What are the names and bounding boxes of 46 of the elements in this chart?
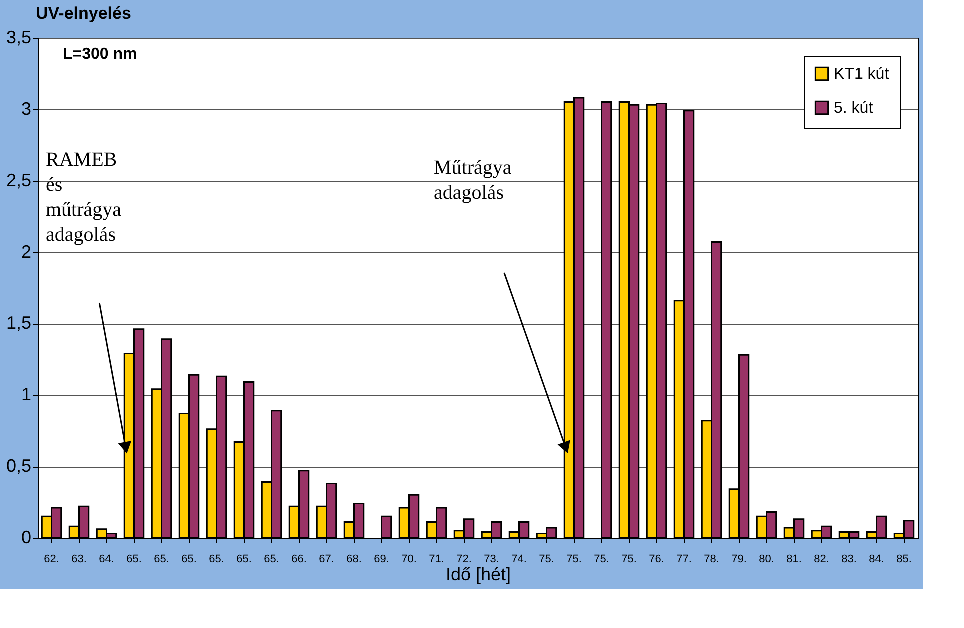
x-tick-label: 81. [786, 554, 802, 566]
x-tick-label: 80. [759, 554, 774, 566]
x-tick-label: 65. [126, 554, 142, 566]
y-tick-label: 3,5 [6, 28, 32, 48]
legend-label: KT1 kút [834, 66, 890, 83]
x-tick-label: 67. [319, 554, 334, 566]
y-tick-label: 1,5 [6, 313, 32, 334]
x-tick-label: 65. [154, 554, 170, 566]
x-tick-label: 62. [44, 554, 60, 566]
x-tick-label: 75. [594, 554, 610, 566]
x-tick-label: 78. [704, 554, 720, 566]
y-tick-label: 2 [21, 242, 32, 262]
y-tick-label: 3 [21, 98, 32, 119]
y-tick-label: 0,5 [6, 456, 32, 476]
x-tick-label: 65. [264, 554, 280, 566]
x-tick-label: 71. [429, 554, 444, 566]
x-tick-label: 70. [402, 554, 417, 566]
x-tick-label: 73. [484, 554, 500, 566]
x-tick-label: 84. [869, 554, 884, 566]
x-tick-label: 65. [209, 554, 224, 566]
x-tick-label: 64. [99, 554, 114, 566]
x-tick-label: 74. [512, 554, 527, 566]
chart-title: UV-elnyelés [36, 4, 132, 23]
x-tick-label: 79. [732, 554, 747, 566]
x-tick-label: 76. [649, 554, 664, 566]
y-tick-label: 1 [21, 384, 32, 405]
x-tick-label: 83. [842, 554, 857, 566]
x-tick-label: 69. [374, 554, 390, 566]
x-tick-label: 82. [814, 554, 830, 566]
text: L=300 nm [63, 46, 138, 63]
x-tick-label: 77. [676, 554, 692, 566]
x-tick-label: 75. [622, 554, 637, 566]
x-tick-label: 66. [292, 554, 307, 566]
legend-label: 5. kút [834, 100, 874, 117]
x-tick-label: 85. [896, 554, 912, 566]
x-tick-label: 65. [236, 554, 252, 566]
x-tick-label: 72. [456, 554, 472, 566]
x-axis-title: Idő [hét] [446, 564, 512, 584]
x-tick-label: 75. [566, 554, 582, 566]
x-tick-label: 75. [539, 554, 554, 566]
annotation: Műtrágya adagolás [434, 157, 512, 204]
x-tick-label: 68. [346, 554, 362, 566]
y-tick-label: 2,5 [6, 170, 32, 190]
x-tick-label: 63. [72, 554, 87, 566]
x-tick-label: 65. [182, 554, 197, 566]
y-tick-label: 0 [21, 528, 32, 548]
